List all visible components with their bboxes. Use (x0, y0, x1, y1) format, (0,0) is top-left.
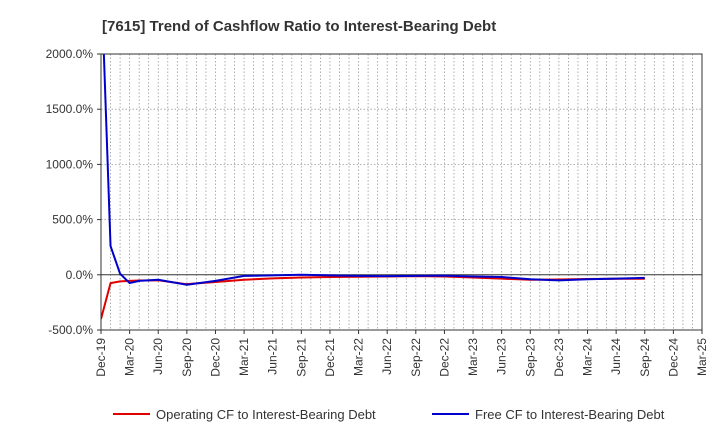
x-tick-label: Mar-25 (695, 338, 709, 376)
x-tick-label: Sep-22 (409, 338, 423, 377)
x-tick-label: Dec-21 (323, 338, 337, 377)
x-tick-label: Dec-24 (666, 338, 680, 377)
series-layer (101, 54, 645, 320)
chart-title: [7615] Trend of Cashflow Ratio to Intere… (102, 18, 496, 35)
y-tick-label: 1500.0% (46, 102, 94, 116)
x-tick-label: Sep-20 (180, 338, 194, 377)
x-tick-label: Jun-22 (380, 338, 394, 375)
plot-frame (100, 53, 703, 331)
x-tick-label: Dec-20 (208, 338, 222, 377)
x-tick-label: Jun-24 (609, 338, 623, 375)
y-tick-label: -500.0% (48, 323, 93, 337)
y-axis-ticks: -500.0% 0.0% 500.0% 1000.0% 1500.0% 2000.0% (46, 47, 101, 337)
x-axis-ticks: Dec-19 Mar-20 Jun-20 Sep-20 Dec-20 Mar-21 Jun-… (94, 330, 709, 377)
x-tick-label: Dec-22 (437, 338, 451, 377)
x-tick-label: Mar-21 (237, 338, 251, 376)
series-line-operating-cf (101, 275, 645, 320)
x-tick-label: Jun-20 (151, 338, 165, 375)
y-tick-label: 0.0% (66, 268, 94, 282)
legend: Operating CF to Interest-Bearing Debt Fr… (113, 407, 665, 422)
series-line-free-cf (102, 54, 645, 286)
x-tick-label: Jun-23 (495, 338, 509, 375)
y-tick-label: 2000.0% (46, 47, 94, 61)
x-tick-label: Dec-23 (552, 338, 566, 377)
x-tick-label: Mar-23 (466, 338, 480, 376)
x-tick-label: Sep-23 (523, 338, 537, 377)
x-tick-label: Jun-21 (266, 338, 280, 375)
x-tick-label: Mar-20 (123, 338, 137, 376)
y-tick-label: 1000.0% (46, 157, 94, 171)
legend-label-operating-cf: Operating CF to Interest-Bearing Debt (156, 407, 376, 422)
x-tick-label: Mar-22 (352, 338, 366, 376)
x-tick-label: Sep-21 (294, 338, 308, 377)
grid (101, 53, 702, 331)
legend-label-free-cf: Free CF to Interest-Bearing Debt (475, 407, 665, 422)
y-tick-label: 500.0% (52, 213, 93, 227)
x-tick-label: Dec-19 (94, 338, 108, 377)
x-tick-label: Sep-24 (638, 338, 652, 377)
x-tick-label: Mar-24 (581, 338, 595, 376)
